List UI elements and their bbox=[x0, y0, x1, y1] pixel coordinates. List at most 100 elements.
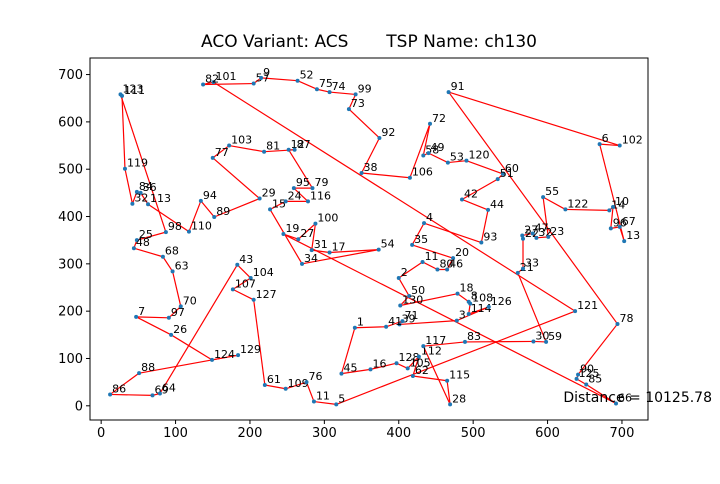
city-label: 110 bbox=[191, 220, 212, 233]
x-tick-label: 0 bbox=[97, 426, 105, 441]
city-label: 45 bbox=[343, 362, 357, 375]
city-label: 33 bbox=[525, 257, 539, 270]
city-label: 119 bbox=[127, 157, 148, 170]
city-label: 29 bbox=[262, 187, 276, 200]
city-label: 116 bbox=[310, 189, 331, 202]
city-label: 82 bbox=[205, 72, 219, 85]
x-tick-label: 100 bbox=[163, 426, 188, 441]
city-label: 13 bbox=[626, 229, 640, 242]
city-label: 87 bbox=[297, 138, 311, 151]
city-label: 49 bbox=[431, 141, 445, 154]
city-label: 81 bbox=[266, 140, 280, 153]
city-label: 19 bbox=[285, 222, 299, 235]
city-label: 89 bbox=[216, 205, 230, 218]
x-tick-label: 200 bbox=[238, 426, 263, 441]
y-tick-label: 0 bbox=[75, 399, 83, 414]
city-label: 123 bbox=[123, 82, 144, 95]
city-label: 16 bbox=[372, 357, 386, 370]
city-label: 121 bbox=[577, 299, 598, 312]
city-label: 88 bbox=[141, 361, 155, 374]
city-label: 77 bbox=[215, 146, 229, 159]
y-tick-label: 300 bbox=[58, 257, 83, 272]
city-label: 74 bbox=[332, 80, 346, 93]
x-tick-label: 300 bbox=[312, 426, 337, 441]
city-label: 53 bbox=[450, 151, 464, 164]
city-label: 59 bbox=[548, 330, 562, 343]
x-tick-label: 500 bbox=[461, 426, 486, 441]
city-label: 31 bbox=[314, 238, 328, 251]
city-label: 5 bbox=[338, 392, 345, 405]
city-label: 11 bbox=[425, 250, 439, 263]
city-label: 115 bbox=[449, 369, 470, 382]
city-label: 67 bbox=[622, 215, 636, 228]
city-label: 76 bbox=[309, 370, 323, 383]
city-label: 26 bbox=[173, 323, 187, 336]
city-label: 78 bbox=[619, 312, 633, 325]
city-label: 51 bbox=[500, 167, 514, 180]
city-label: 44 bbox=[490, 198, 504, 211]
chart-title: ACO Variant: ACS TSP Name: ch130 bbox=[201, 32, 537, 52]
city-label: 97 bbox=[171, 306, 185, 319]
x-tick-label: 700 bbox=[610, 426, 635, 441]
city-label: 93 bbox=[483, 231, 497, 244]
city-label: 23 bbox=[550, 225, 564, 238]
distance-annotation: Distance = 10125.78 bbox=[563, 390, 712, 406]
city-label: 100 bbox=[317, 212, 338, 225]
city-label: 122 bbox=[567, 197, 588, 210]
city-label: 55 bbox=[545, 185, 559, 198]
city-label: 3 bbox=[459, 309, 466, 322]
city-label: 80 bbox=[439, 258, 453, 271]
city-label: 94 bbox=[203, 189, 217, 202]
city-label: 24 bbox=[288, 189, 302, 202]
city-label: 28 bbox=[452, 392, 466, 405]
city-label: 85 bbox=[588, 373, 602, 386]
y-tick-label: 600 bbox=[58, 115, 83, 130]
city-label: 52 bbox=[300, 69, 314, 82]
city-label: 117 bbox=[425, 334, 446, 347]
city-label: 68 bbox=[165, 245, 179, 258]
x-tick-label: 600 bbox=[535, 426, 560, 441]
city-label: 113 bbox=[150, 192, 171, 205]
city-label: 127 bbox=[256, 288, 277, 301]
city-label: 99 bbox=[358, 82, 372, 95]
city-label: 79 bbox=[314, 176, 328, 189]
city-label: 86 bbox=[112, 382, 126, 395]
city-label: 95 bbox=[296, 176, 310, 189]
city-label: 72 bbox=[432, 112, 446, 125]
city-label: 54 bbox=[381, 238, 395, 251]
city-label: 126 bbox=[491, 295, 512, 308]
city-label: 27 bbox=[300, 227, 314, 240]
city-label: 32 bbox=[134, 192, 148, 205]
city-label: 35 bbox=[414, 233, 428, 246]
city-label: 42 bbox=[464, 187, 478, 200]
y-tick-label: 100 bbox=[58, 352, 83, 367]
city-label: 62 bbox=[415, 364, 429, 377]
y-tick-label: 700 bbox=[58, 68, 83, 83]
city-label: 64 bbox=[162, 382, 176, 395]
city-label: 7 bbox=[138, 305, 145, 318]
city-label: 34 bbox=[304, 252, 318, 265]
city-label: 17 bbox=[332, 240, 346, 253]
city-label: 48 bbox=[136, 236, 150, 249]
city-label: 102 bbox=[622, 134, 643, 147]
city-label: 91 bbox=[451, 80, 465, 93]
city-label: 38 bbox=[364, 161, 378, 174]
city-label: 63 bbox=[175, 259, 189, 272]
city-label: 129 bbox=[240, 343, 261, 356]
city-label: 61 bbox=[267, 373, 281, 386]
city-label: 107 bbox=[235, 277, 256, 290]
city-label: 71 bbox=[404, 309, 418, 322]
city-label: 43 bbox=[239, 253, 253, 266]
city-label: 98 bbox=[168, 220, 182, 233]
city-label: 4 bbox=[426, 211, 433, 224]
city-label: 92 bbox=[381, 126, 395, 139]
city-label: 10 bbox=[615, 195, 629, 208]
city-label: 11 bbox=[316, 390, 330, 403]
city-label: 130 bbox=[402, 293, 423, 306]
y-tick-label: 200 bbox=[58, 305, 83, 320]
x-tick-label: 400 bbox=[386, 426, 411, 441]
city-label: 6 bbox=[602, 132, 609, 145]
city-label: 73 bbox=[351, 97, 365, 110]
